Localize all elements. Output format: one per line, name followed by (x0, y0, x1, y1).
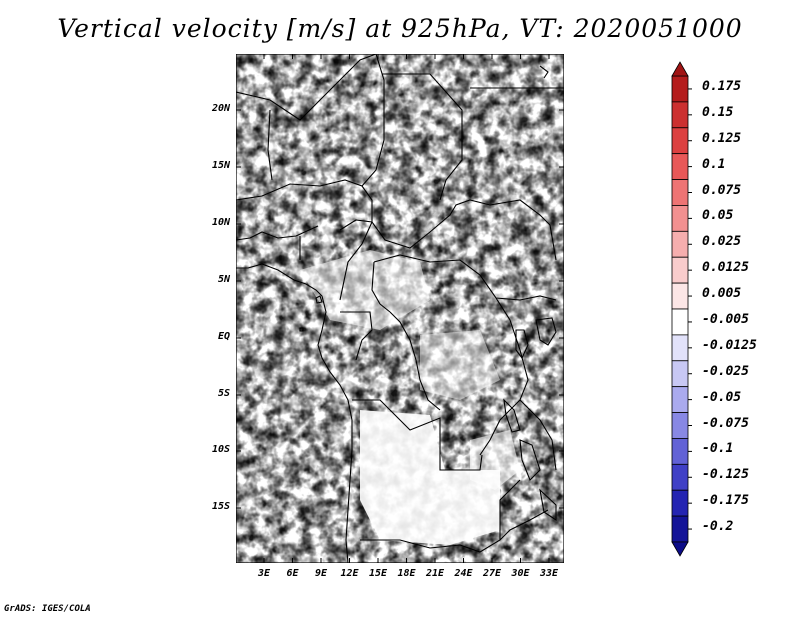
colorbar-swatch (671, 75, 689, 103)
colorbar-label: 0.0125 (702, 260, 749, 276)
colorbar-label: -0.2 (702, 519, 734, 535)
colorbar-swatch (671, 230, 689, 258)
colorbar-swatch (671, 360, 689, 388)
country-borders (236, 54, 564, 563)
colorbar-label: 0.005 (702, 286, 742, 302)
colorbar-swatch (671, 282, 689, 310)
colorbar-swatch (671, 515, 689, 543)
axis-ticks (236, 54, 564, 563)
colorbar-label: -0.1 (702, 441, 734, 457)
colorbar-label: 0.05 (702, 208, 734, 224)
lon-label: 12E (340, 568, 359, 579)
lon-label: 15E (368, 568, 388, 579)
colorbar-swatch (671, 101, 689, 129)
colorbar-label: 0.025 (702, 234, 742, 250)
lat-label: 20N (211, 103, 230, 114)
colorbar-label: -0.125 (702, 467, 749, 483)
colorbar-swatch (671, 205, 689, 232)
lat-label: 5N (217, 274, 230, 285)
lon-label: 30E (511, 568, 530, 579)
colorbar-label: -0.0125 (702, 337, 757, 353)
lon-label: 27E (482, 568, 502, 579)
colorbar-swatch (671, 463, 689, 491)
colorbar-swatch (671, 438, 689, 465)
colorbar-swatch (671, 153, 689, 180)
lon-label: 9E (314, 568, 328, 579)
lat-label: 10S (211, 444, 230, 455)
colorbar-max-arrow (671, 61, 689, 77)
lon-label: 18E (397, 568, 416, 579)
colorbar-swatch (671, 308, 689, 336)
lon-label: 33E (539, 568, 559, 579)
colorbar-swatch (671, 334, 689, 362)
colorbar-label: 0.15 (702, 104, 734, 120)
lon-label: 3E (257, 568, 271, 579)
colorbar-swatch (671, 179, 689, 206)
plot-title: Vertical velocity [m/s] at 925hPa, VT: 2… (57, 14, 743, 43)
credit-text: GrADS: IGES/COLA (4, 604, 91, 614)
colorbar-label: -0.005 (702, 311, 749, 327)
colorbar-label: -0.075 (702, 415, 749, 431)
colorbar-label: 0.125 (702, 130, 742, 146)
lat-label: EQ (217, 331, 230, 342)
lon-label: 21E (425, 568, 445, 579)
colorbar-label: 0.1 (702, 156, 726, 172)
colorbar-label: -0.175 (702, 493, 749, 509)
lon-label: 6E (286, 568, 299, 579)
colorbar-swatch (671, 412, 689, 439)
lat-label: 5S (217, 388, 230, 399)
colorbar-label: 0.075 (702, 182, 742, 198)
colorbar-label: -0.05 (702, 389, 742, 405)
colorbar-swatch (671, 256, 689, 284)
colorbar-swatch (671, 127, 689, 155)
lat-label: 15S (211, 501, 230, 512)
colorbar-swatch (671, 489, 689, 517)
lat-label: 10N (211, 217, 230, 228)
colorbar-label: 0.175 (702, 78, 742, 94)
colorbar (671, 61, 692, 557)
velocity-field (236, 54, 564, 563)
lon-label: 24E (454, 568, 473, 579)
lat-label: 15N (211, 160, 230, 171)
colorbar-label: -0.025 (702, 363, 749, 379)
colorbar-swatch (671, 386, 689, 413)
colorbar-min-arrow (671, 541, 689, 557)
